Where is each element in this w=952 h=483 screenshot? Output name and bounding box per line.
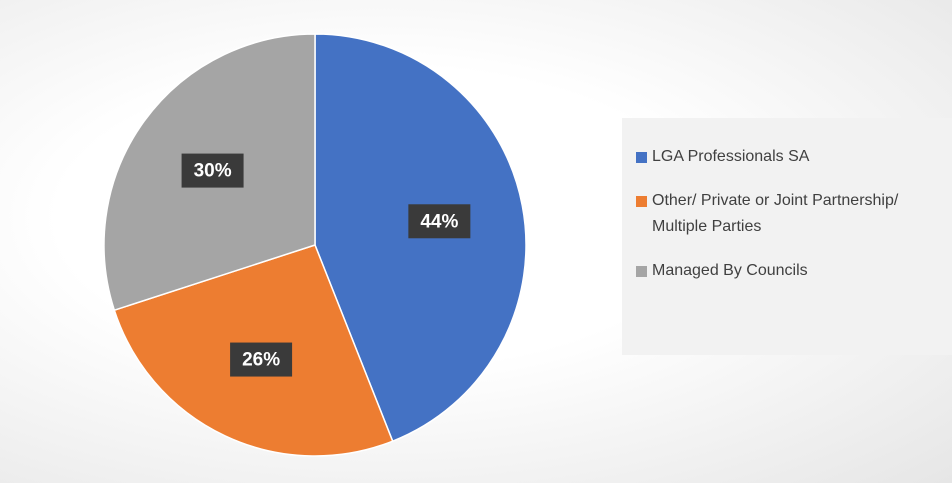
legend-swatch	[636, 266, 647, 277]
data-label: 30%	[194, 161, 232, 182]
legend-entry: Managed By Councils	[636, 258, 952, 284]
legend-entry: Other/ Private or Joint Partnership/ Mul…	[636, 188, 952, 240]
label-box	[408, 204, 471, 239]
legend-label: LGA Professionals SA	[652, 148, 810, 165]
legend-entry: LGA Professionals SA	[636, 144, 952, 170]
legend-label: Other/ Private or Joint Partnership/ Mul…	[652, 192, 899, 235]
label-box	[230, 342, 293, 377]
label-box	[181, 153, 244, 188]
legend-swatch	[636, 152, 647, 163]
data-label: 44%	[420, 211, 458, 232]
legend-swatch	[636, 196, 647, 207]
legend-label: Managed By Councils	[652, 262, 808, 279]
data-label: 26%	[242, 350, 280, 371]
legend: LGA Professionals SA Other/ Private or Jo…	[622, 118, 952, 355]
